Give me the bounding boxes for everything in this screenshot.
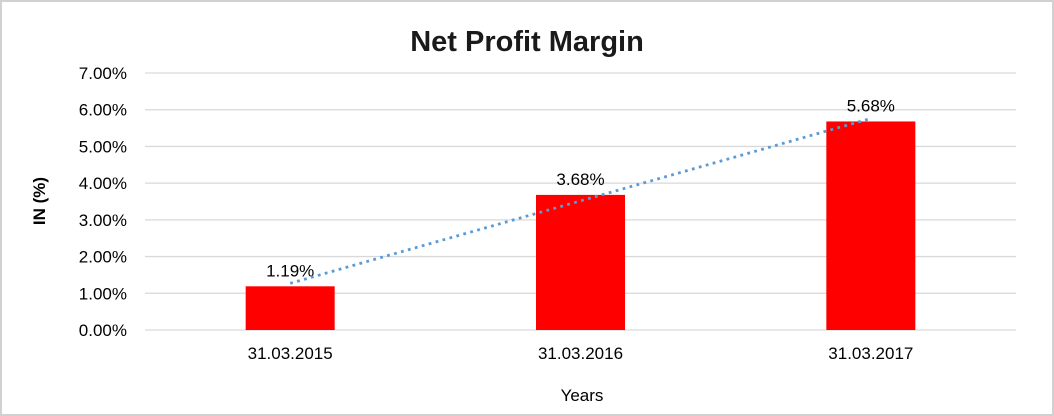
y-tick-label: 4.00%	[79, 174, 127, 193]
bar	[536, 194, 625, 330]
x-category-label: 31.03.2015	[248, 344, 333, 363]
bar-value-label: 3.68%	[556, 170, 604, 189]
y-tick-label: 6.00%	[79, 101, 127, 120]
bar-value-label: 5.68%	[847, 96, 895, 115]
y-tick-label: 7.00%	[79, 64, 127, 83]
x-axis-title: Years	[560, 386, 604, 405]
y-tick-label: 3.00%	[79, 211, 127, 230]
chart-title: Net Profit Margin	[410, 26, 644, 58]
x-category-label: 31.03.2016	[538, 344, 623, 363]
y-tick-label: 0.00%	[79, 321, 127, 340]
y-tick-label: 5.00%	[79, 137, 127, 156]
y-tick-label: 2.00%	[79, 248, 127, 267]
x-category-label: 31.03.2017	[828, 344, 913, 363]
bar	[245, 286, 335, 330]
y-tick-label: 1.00%	[79, 284, 127, 303]
bar	[826, 121, 916, 330]
bar-value-label: 1.19%	[266, 261, 314, 280]
